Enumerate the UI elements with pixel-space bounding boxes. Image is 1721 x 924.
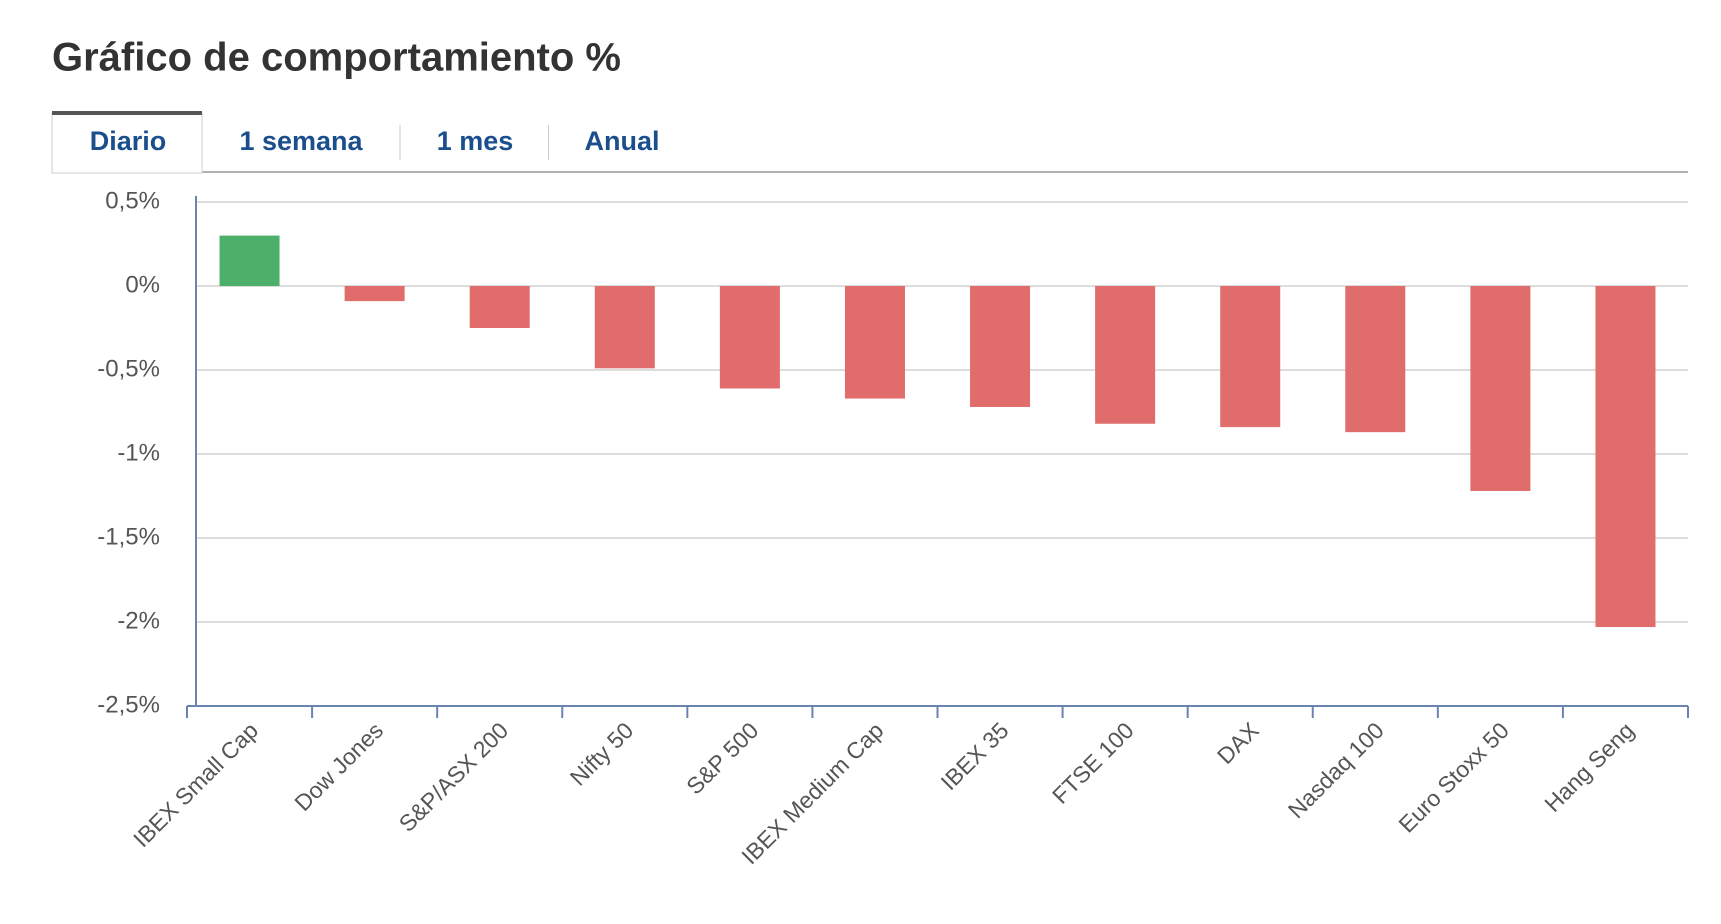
x-tick-label: IBEX Medium Cap [736,717,888,869]
x-tick-label: Nasdaq 100 [1283,717,1389,823]
y-tick-label: -1% [117,439,160,466]
bar [719,286,780,389]
bar [1345,286,1406,433]
x-tick-label: Euro Stoxx 50 [1393,717,1514,838]
x-tick-label: Nifty 50 [565,717,639,791]
chart-title: Gráfico de comportamiento % [52,36,621,80]
y-tick-label: 0% [125,271,160,298]
tab[interactable]: 1 semana [239,126,363,156]
x-tick-label: S&P 500 [681,717,763,799]
x-tick-label: IBEX 35 [936,717,1014,795]
x-tick-label: Dow Jones [289,717,388,816]
x-tick-label: S&P/ASX 200 [394,717,514,837]
bar [1095,286,1156,424]
x-tick-label: Hang Seng [1539,717,1639,817]
y-tick-label: -2% [117,607,160,634]
bar [1470,286,1531,491]
bar [344,286,405,302]
bar [844,286,905,399]
y-tick-label: -2,5% [97,691,160,718]
bar [594,286,655,369]
x-tick-label: IBEX Small Cap [128,717,263,852]
y-tick-label: 0,5% [105,187,160,214]
x-tick-label: FTSE 100 [1047,717,1139,809]
bar [469,286,530,328]
bar [219,235,280,286]
bar [970,286,1031,407]
bar [1220,286,1281,428]
tab[interactable]: Diario [90,126,167,156]
y-tick-label: -0,5% [97,355,160,382]
tab[interactable]: Anual [584,126,659,156]
tab-active-bg [51,112,203,174]
bar [1595,286,1656,628]
tab[interactable]: 1 mes [437,126,514,156]
x-tick-label: DAX [1212,717,1264,769]
y-tick-label: -1,5% [97,523,160,550]
